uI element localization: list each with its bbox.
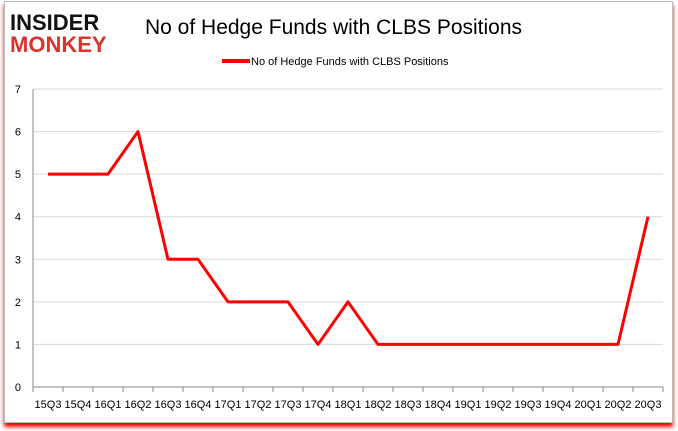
x-tick-label: 16Q4	[185, 399, 212, 411]
chart-title: No of Hedge Funds with CLBS Positions	[145, 16, 522, 39]
x-tick-label: 18Q1	[335, 399, 362, 411]
y-tick-label: 1	[15, 339, 21, 351]
x-tick-label: 20Q1	[575, 399, 602, 411]
logo: INSIDER MONKEY	[10, 10, 107, 57]
logo-line2: MONKEY	[10, 32, 107, 57]
x-tick-label: 17Q3	[275, 399, 302, 411]
y-tick-label: 6	[15, 127, 21, 139]
x-tick-label: 17Q4	[305, 399, 332, 411]
x-tick-label: 19Q1	[455, 399, 482, 411]
x-tick-label: 17Q2	[245, 399, 272, 411]
x-tick-label: 16Q2	[125, 399, 152, 411]
x-tick-label: 20Q2	[605, 399, 632, 411]
x-tick-label: 18Q2	[365, 399, 392, 411]
logo-line1: INSIDER	[10, 10, 99, 35]
y-tick-label: 4	[15, 212, 21, 224]
x-tick-label: 19Q2	[485, 399, 512, 411]
x-tick-label: 19Q4	[545, 399, 572, 411]
y-tick-label: 5	[15, 169, 21, 181]
legend-label: No of Hedge Funds with CLBS Positions	[251, 56, 449, 68]
y-tick-label: 2	[15, 297, 21, 309]
x-tick-label: 18Q4	[425, 399, 452, 411]
x-tick-label: 19Q3	[515, 399, 542, 411]
y-tick-label: 0	[15, 382, 21, 394]
y-tick-label: 7	[15, 84, 21, 96]
x-tick-label: 15Q3	[35, 399, 62, 411]
series-line	[48, 130, 650, 346]
x-tick-label: 20Q3	[635, 399, 662, 411]
x-tick-label: 18Q3	[395, 399, 422, 411]
x-tick-label: 15Q4	[65, 399, 92, 411]
y-tick-label: 3	[15, 254, 21, 266]
legend: No of Hedge Funds with CLBS Positions	[222, 56, 449, 68]
x-tick-label: 16Q1	[95, 399, 122, 411]
chart-frame	[4, 1, 673, 423]
x-tick-label: 16Q3	[155, 399, 182, 411]
x-tick-label: 17Q1	[215, 399, 242, 411]
